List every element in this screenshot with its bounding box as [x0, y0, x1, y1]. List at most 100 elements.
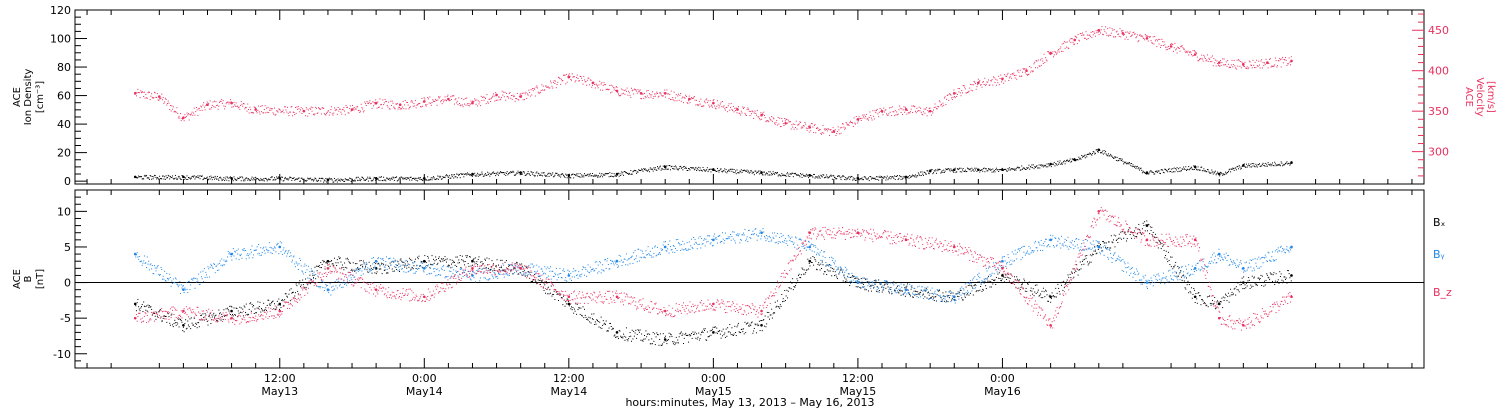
velocity-point — [232, 106, 234, 108]
density-point — [1239, 166, 1241, 168]
density-point — [1082, 155, 1084, 157]
velocity-point — [1132, 32, 1134, 34]
velocity-point — [1040, 59, 1042, 61]
bx-point — [158, 311, 160, 313]
bx-point — [667, 339, 669, 341]
bx-point — [219, 312, 221, 314]
density-point — [1285, 162, 1287, 164]
density-point — [615, 175, 617, 177]
velocity-point — [795, 120, 797, 122]
density-point — [901, 178, 903, 180]
density-point — [565, 173, 567, 175]
velocity-point — [277, 111, 279, 113]
velocity-point — [736, 112, 738, 114]
density-point — [1279, 163, 1281, 165]
density-point — [1000, 169, 1002, 171]
density-point — [1042, 164, 1044, 166]
velocity-point — [820, 132, 822, 134]
velocity-point — [673, 91, 675, 93]
bx-point — [955, 293, 957, 295]
density-point — [1128, 162, 1130, 164]
bx-point — [1285, 278, 1287, 280]
bx-point — [907, 289, 909, 291]
bx-point — [985, 285, 987, 287]
density-point — [550, 174, 552, 176]
density-point — [1143, 171, 1145, 173]
density-point — [957, 169, 959, 171]
velocity-point — [164, 101, 166, 103]
density-point — [578, 176, 580, 178]
velocity-point — [705, 99, 707, 101]
density-point — [1093, 151, 1095, 153]
velocity-point — [254, 107, 256, 109]
velocity-point — [162, 97, 164, 99]
velocity-point — [491, 96, 493, 98]
density-point — [991, 171, 993, 173]
density-point — [628, 172, 630, 174]
density-point — [1223, 174, 1225, 176]
velocity-point — [145, 93, 147, 95]
velocity-point — [416, 104, 418, 106]
density-point — [360, 178, 362, 180]
bx-point — [592, 319, 594, 321]
density-point — [902, 177, 904, 179]
bx-point — [769, 318, 771, 320]
velocity-point — [1008, 79, 1010, 81]
bx-point — [1088, 263, 1090, 265]
velocity-point — [466, 97, 468, 99]
density-point — [461, 173, 463, 175]
bx-point — [643, 334, 645, 336]
bx-point — [203, 319, 205, 321]
velocity-point — [1260, 60, 1262, 62]
bx-point — [959, 289, 961, 291]
velocity-point — [247, 108, 249, 110]
velocity-point — [168, 102, 170, 104]
density-point — [638, 169, 640, 171]
density-point — [1221, 173, 1223, 175]
bx-point — [776, 305, 778, 307]
density-point — [862, 179, 864, 181]
density-point — [971, 167, 973, 169]
velocity-point — [1073, 38, 1077, 42]
density-point — [858, 179, 860, 181]
velocity-point — [701, 105, 703, 107]
bx-point — [370, 267, 372, 269]
bx-point — [244, 306, 246, 308]
density-point — [241, 176, 243, 178]
density-point — [1274, 161, 1276, 163]
bx-point — [271, 301, 273, 303]
density-point — [620, 171, 622, 173]
density-point — [1281, 162, 1283, 164]
density-point — [308, 178, 310, 180]
velocity-point — [1123, 34, 1125, 36]
bx-point — [1232, 293, 1234, 295]
bx-point — [941, 300, 943, 302]
density-point — [1095, 149, 1097, 151]
bx-point — [992, 283, 994, 285]
density-point — [687, 169, 689, 171]
top-right-tick-label: 300 — [1428, 146, 1449, 159]
bx-point — [965, 286, 967, 288]
bx-point — [766, 323, 768, 325]
density-point — [1289, 164, 1291, 166]
density-point — [218, 179, 220, 181]
density-point — [660, 169, 662, 171]
bx-point — [534, 280, 536, 282]
velocity-point — [664, 89, 666, 91]
density-point — [784, 174, 786, 176]
bx-point — [861, 282, 863, 284]
density-point — [718, 171, 720, 173]
velocity-point — [558, 77, 560, 79]
velocity-point — [739, 113, 741, 115]
density-point — [572, 173, 574, 175]
density-point — [713, 168, 715, 170]
bx-point — [930, 296, 932, 298]
density-point — [709, 168, 711, 170]
velocity-point — [372, 101, 374, 103]
density-point — [1007, 168, 1009, 170]
velocity-point — [1238, 60, 1240, 62]
bx-point — [586, 318, 588, 320]
velocity-point — [408, 108, 410, 110]
density-point — [663, 169, 665, 171]
density-point — [1066, 159, 1068, 161]
